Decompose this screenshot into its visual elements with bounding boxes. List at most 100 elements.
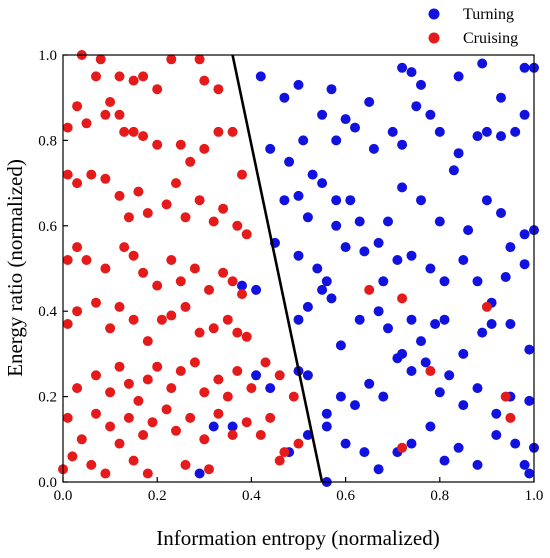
data-point-cruising-77 [91,370,101,381]
data-point-cruising-98 [76,434,87,445]
data-point-turning-112 [321,421,332,432]
data-point-cruising-20 [152,139,163,150]
data-point-turning-31 [510,126,521,137]
y-axis-label: Energy ratio (normalized) [3,159,27,377]
data-point-turning-32 [519,109,530,120]
data-point-cruising-87 [199,387,210,398]
data-point-cruising-37 [180,212,191,223]
data-point-turning-86 [486,319,497,329]
data-point-cruising-105 [161,404,172,415]
data-point-turning-4 [317,109,328,120]
data-point-turning-17 [298,135,309,146]
data-point-turning-12 [496,92,506,103]
data-point-cruising-95 [425,366,436,376]
data-point-turning-94 [335,391,346,402]
y-tick-label: 0.8 [38,133,57,149]
data-point-turning-82 [430,319,441,329]
data-point-cruising-16 [114,109,125,120]
data-point-turning-46 [463,225,474,236]
data-point-cruising-86 [189,357,200,368]
data-point-cruising-66 [166,310,177,321]
data-point-turning-53 [293,250,304,261]
data-point-cruising-24 [213,126,224,137]
data-point-turning-25 [425,109,436,120]
data-point-turning-2 [293,79,304,90]
x-tick-label: 0.2 [148,488,167,504]
data-point-turning-9 [416,79,426,90]
data-point-cruising-41 [232,220,243,231]
data-point-turning-128 [524,468,535,479]
series-cruising [58,50,516,479]
y-tick-label: 0.0 [38,475,57,491]
ticks-layer: 0.0 0.2 0.4 0.6 0.8 1.0 0.0 0.2 0.4 0.6 0.8 1.0 [38,48,543,504]
data-point-turning-99 [406,366,417,376]
data-point-turning-35 [302,212,313,223]
data-point-turning-83 [439,314,450,325]
data-point-turning-92 [302,370,313,381]
data-point-turning-33 [279,195,290,206]
data-point-cruising-50 [152,280,163,291]
legend-marker-turning [428,8,440,20]
data-point-turning-29 [481,126,492,137]
data-point-cruising-75 [481,301,492,312]
data-point-turning-15 [265,143,276,154]
data-point-cruising-53 [189,263,200,274]
data-point-turning-80 [406,314,417,325]
data-point-turning-27 [453,148,464,159]
data-point-turning-97 [378,391,389,402]
data-point-cruising-72 [241,331,252,342]
data-point-cruising-44 [72,242,83,253]
data-point-cruising-43 [62,255,73,265]
data-point-turning-41 [383,216,393,227]
y-tick-label: 0.2 [38,390,57,406]
y-tick-label: 0.6 [38,219,57,235]
data-point-cruising-83 [152,361,163,372]
data-point-turning-72 [302,301,313,312]
data-point-cruising-96 [500,391,511,402]
data-point-cruising-46 [100,263,111,274]
data-point-cruising-34 [142,208,153,218]
data-point-cruising-7 [166,54,177,65]
data-point-cruising-23 [199,143,210,154]
data-point-turning-39 [354,216,365,227]
data-point-cruising-71 [232,327,243,338]
data-point-turning-102 [444,370,455,381]
data-point-cruising-5 [138,71,149,82]
data-point-cruising-32 [123,212,134,223]
data-point-cruising-21 [175,139,186,150]
data-point-turning-47 [481,195,492,206]
data-point-cruising-90 [232,366,243,376]
data-point-turning-107 [524,395,535,406]
x-tick-label: 1.0 [525,488,544,504]
plot-frame [62,54,535,483]
data-point-cruising-113 [265,412,276,423]
data-point-turning-40 [373,237,384,248]
x-tick-label: 0.8 [430,488,449,504]
data-point-turning-69 [237,280,247,291]
data-point-turning-68 [519,259,530,270]
data-point-turning-24 [411,101,422,112]
data-point-cruising-49 [138,267,149,278]
data-point-turning-20 [350,122,360,133]
data-point-turning-89 [251,370,262,381]
data-point-cruising-15 [105,97,116,107]
data-point-cruising-13 [81,118,92,129]
data-point-turning-109 [227,421,238,432]
data-point-turning-48 [496,208,506,218]
data-point-cruising-22 [185,156,196,167]
data-point-cruising-57 [237,289,247,300]
data-point-cruising-106 [171,425,181,436]
data-point-turning-78 [383,323,393,334]
data-point-cruising-38 [194,195,205,206]
data-point-turning-23 [397,139,408,150]
data-point-cruising-56 [227,276,238,287]
data-point-turning-123 [510,438,521,449]
data-point-turning-117 [406,438,417,449]
data-point-turning-96 [364,378,375,389]
data-point-cruising-104 [147,417,158,428]
data-point-turning-30 [496,131,506,142]
data-point-turning-44 [434,216,445,227]
data-point-turning-59 [378,276,389,287]
data-point-cruising-88 [213,374,224,385]
data-point-turning-3 [326,84,337,95]
